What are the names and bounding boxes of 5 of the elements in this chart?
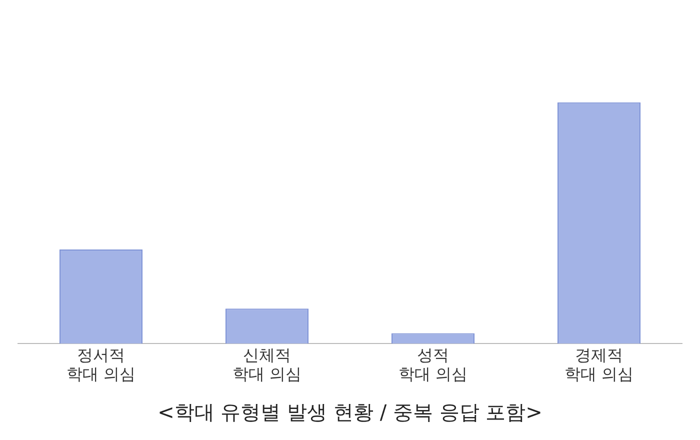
text: <학대 유형별 발생 현황 / 중복 응답 포함>	[158, 400, 542, 424]
x-tick-label: 경제적 학대 의심	[564, 345, 634, 384]
x-tick-label: 신체적 학대 의심	[232, 345, 302, 384]
x-tick-label: 정서적 학대 의심	[66, 345, 136, 384]
x-tick-label: 성적 학대 의심	[398, 345, 468, 384]
